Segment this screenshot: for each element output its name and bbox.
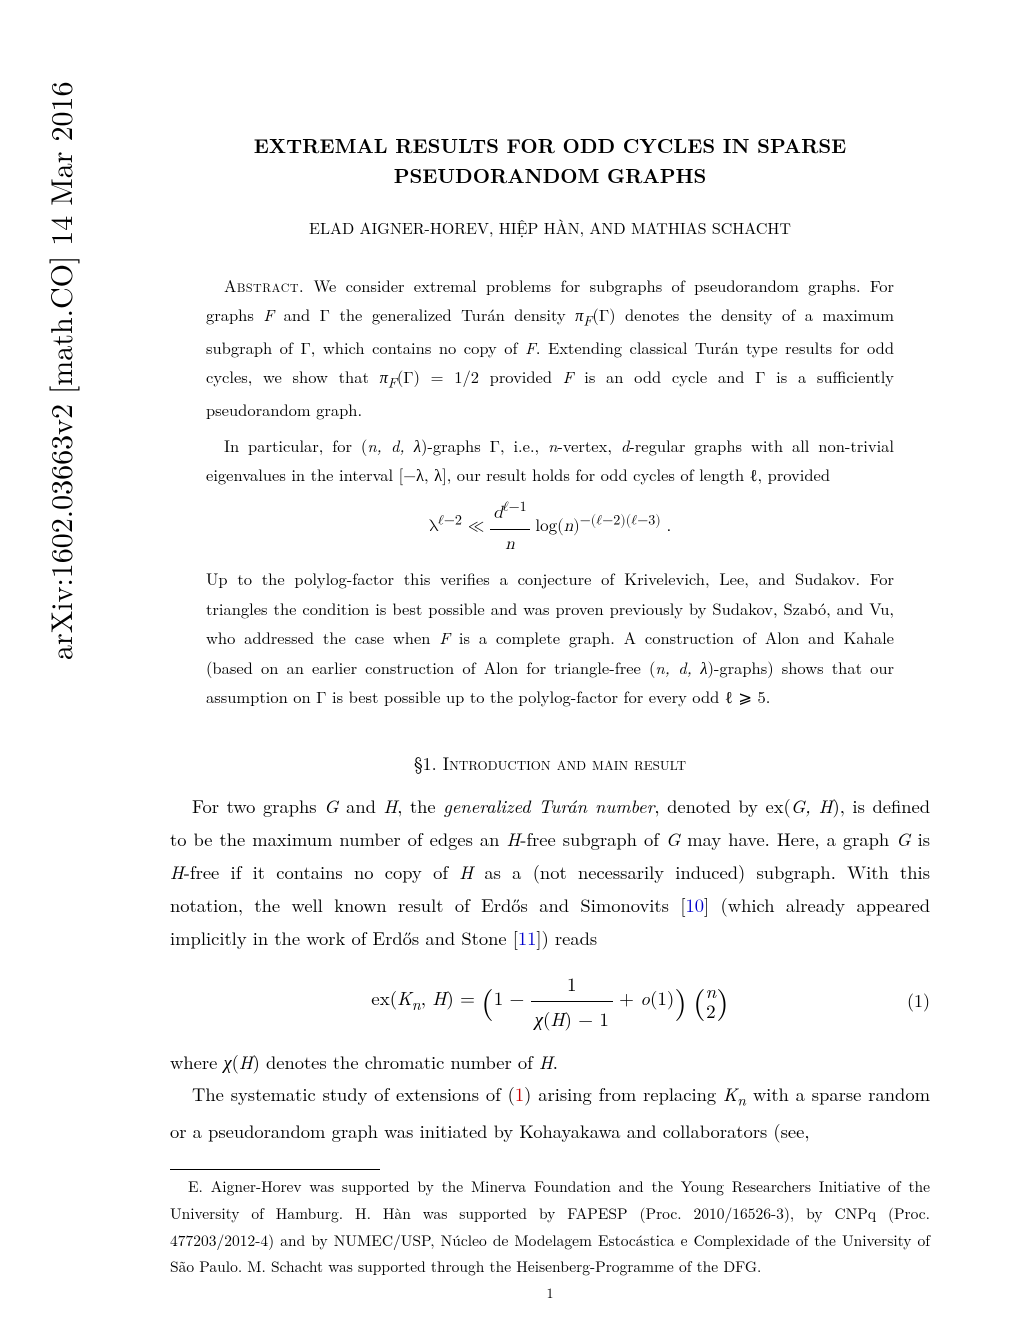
body-text: may have. Here, a graph [680,826,896,852]
body-text: is [911,826,930,852]
equation-content: ex(Kn, H) = (1 − 1χ(H) − 1 + o(1)) (n2) [371,984,728,1011]
body-text: and [339,793,384,819]
abstract-text: )-graphs Γ, i.e., [421,433,548,457]
body-text: , the [397,793,443,819]
body-text: , denoted by ex( [654,793,790,819]
eqref-1[interactable]: 1 [515,1081,524,1107]
footnote-text: E. Aigner-Horev was supported by the Min… [170,1174,930,1281]
footnote: E. Aigner-Horev was supported by the Min… [170,1174,930,1281]
abstract-text: -vertex, [557,433,621,457]
abstract-text: and Γ the generalized Turán density [274,302,575,326]
body-text: ) arising from replacing [524,1081,723,1107]
title-line-2: PSEUDORANDOM GRAPHS [394,160,707,189]
body-text: ]) reads [536,925,597,951]
abstract-p2: In particular, for (n, d, λ)-graphs Γ, i… [206,431,894,490]
body: For two graphs G and H, the generalized … [170,790,930,1147]
body-text: -free if it contains no copy of [184,859,460,885]
citation-10[interactable]: 10 [685,892,704,918]
abstract-text: (Γ) = 1/2 provided [397,364,563,388]
abstract-text: In particular, for ( [224,433,367,457]
page-number: 1 [170,1283,930,1303]
paper-title: EXTREMAL RESULTS FOR ODD CYCLES IN SPARS… [170,130,930,190]
abstract: Abstract. We consider extremal problems … [206,271,894,711]
term: generalized Turán number [443,793,654,819]
body-text: where [170,1049,223,1075]
abstract-label: Abstract. [224,273,304,297]
section-heading: §1. Introduction and main result [170,751,930,776]
body-p1: For two graphs G and H, the generalized … [170,790,930,955]
body-p2: where χ(H) denotes the chromatic number … [170,1046,930,1079]
arxiv-stamp: arXiv:1602.03663v2 [math.CO] 14 Mar 2016 [38,81,81,660]
footnote-rule [170,1169,380,1170]
body-text: denotes the chromatic number of [260,1049,539,1075]
body-text: For two graphs [192,793,324,819]
body-text: . [553,1049,558,1075]
citation-11[interactable]: 11 [518,925,537,951]
abstract-p1: Abstract. We consider extremal problems … [206,271,894,425]
title-line-1: EXTREMAL RESULTS FOR ODD CYCLES IN SPARS… [254,130,847,159]
abstract-formula: λℓ−2 ≪ dℓ−1n log(n)−(ℓ−2)(ℓ−3) . [206,495,894,560]
body-text: -free subgraph of [520,826,666,852]
authors: ELAD AIGNER-HOREV, HIỆP HÀN, AND MATHIAS… [170,216,930,239]
equation-number: (1) [907,985,930,1017]
body-text: The systematic study of extensions of ( [192,1081,515,1107]
abstract-p3: Up to the polylog-factor this verifies a… [206,564,894,711]
body-p3: The systematic study of extensions of (1… [170,1078,930,1147]
page-content: EXTREMAL RESULTS FOR ODD CYCLES IN SPARS… [170,130,930,1303]
equation-1: ex(Kn, H) = (1 − 1χ(H) − 1 + o(1)) (n2) … [170,967,930,1036]
